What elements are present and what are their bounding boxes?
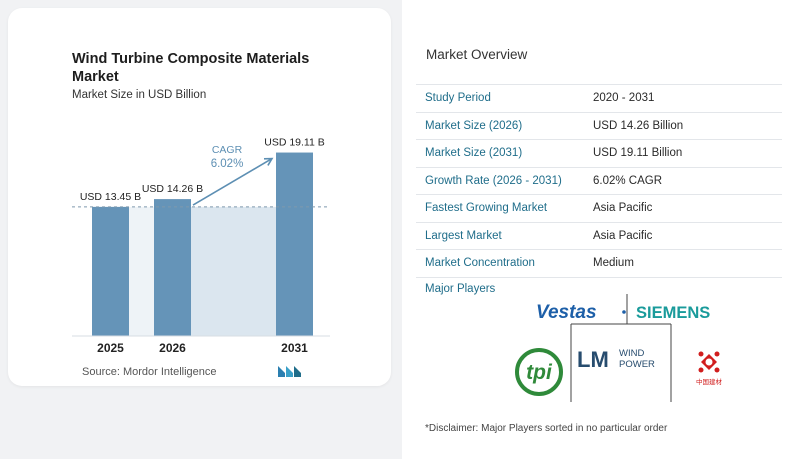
sinoma-wordmark: 中国建材	[696, 377, 723, 386]
bar-2026	[154, 199, 191, 336]
siemens-logo: SIEMENS	[636, 304, 710, 322]
cagr-arrow	[192, 157, 273, 206]
major-players-logos: Vestas SIEMENS tpi LM WIND POWER 中国建材	[515, 294, 723, 402]
overview-value: Asia Pacific	[593, 229, 653, 242]
overview-row: Fastest Growing Market Asia Pacific	[416, 195, 782, 223]
bar-2025	[92, 206, 129, 336]
mordor-logo-icon	[278, 366, 301, 377]
chart-subtitle: Market Size in USD Billion	[72, 89, 207, 101]
cagr-arrowhead	[263, 157, 274, 166]
cagr-value: 6.02%	[211, 158, 244, 170]
bar-value-label: USD 19.11 B	[264, 137, 325, 149]
overview-value: USD 19.11 Billion	[593, 147, 683, 160]
overview-table: Study Period 2020 - 2031 Market Size (20…	[416, 84, 782, 278]
sinoma-logo: 中国建材	[696, 351, 723, 386]
vestas-dot	[622, 310, 626, 314]
overview-label: Market Size (2031)	[425, 147, 523, 160]
overview-row: Largest Market Asia Pacific	[416, 223, 782, 250]
bar-2031	[276, 152, 313, 336]
overview-label: Largest Market	[425, 229, 502, 242]
lm-wordmark: LM	[577, 347, 609, 372]
overview-label: Market Concentration	[425, 257, 535, 270]
overview-label: Growth Rate (2026 - 2031)	[425, 174, 562, 187]
overview-title: Market Overview	[426, 47, 528, 62]
lm-wind-text: WIND	[619, 348, 644, 359]
overview-label: Study Period	[425, 92, 491, 105]
overview-value: Asia Pacific	[593, 202, 653, 215]
overview-label: Fastest Growing Market	[425, 202, 548, 215]
major-players-title: Major Players	[425, 283, 496, 295]
growth-band	[191, 206, 276, 336]
lm-wind-power-logo: LM WIND POWER	[577, 347, 655, 372]
vestas-wordmark: Vestas	[536, 302, 597, 323]
cagr-label: CAGR	[212, 144, 243, 156]
chart-title: Wind Turbine Composite Materials Market	[72, 51, 310, 85]
x-tick-label: 2026	[159, 341, 186, 355]
lm-power-text: POWER	[619, 359, 655, 370]
x-tick-label: 2031	[281, 341, 308, 355]
gap-band	[129, 206, 154, 336]
overview-row: Market Concentration Medium	[416, 250, 782, 278]
tpi-wordmark: tpi	[526, 361, 553, 384]
overview-panel	[402, 0, 800, 459]
bar-value-label: USD 14.26 B	[142, 183, 203, 195]
source-text: Source: Mordor Intelligence	[82, 366, 217, 378]
tpi-ring	[515, 348, 563, 396]
disclaimer: *Disclaimer: Major Players sorted in no …	[425, 423, 668, 434]
x-tick-label: 2025	[97, 341, 124, 355]
overview-row: Growth Rate (2026 - 2031) 6.02% CAGR	[416, 168, 782, 195]
overview-label: Market Size (2026)	[425, 119, 523, 132]
overview-row: Study Period 2020 - 2031	[416, 84, 782, 113]
overview-row: Market Size (2031) USD 19.11 Billion	[416, 140, 782, 168]
overview-value: Medium	[593, 257, 634, 270]
overview-value: 2020 - 2031	[593, 92, 655, 105]
overview-value: USD 14.26 Billion	[593, 119, 684, 132]
tpi-logo: tpi	[515, 348, 563, 396]
overview-row: Market Size (2026) USD 14.26 Billion	[416, 113, 782, 140]
vestas-logo: Vestas	[536, 302, 626, 323]
overview-value: 6.02% CAGR	[593, 174, 663, 187]
bar-value-label: USD 13.45 B	[80, 191, 141, 203]
